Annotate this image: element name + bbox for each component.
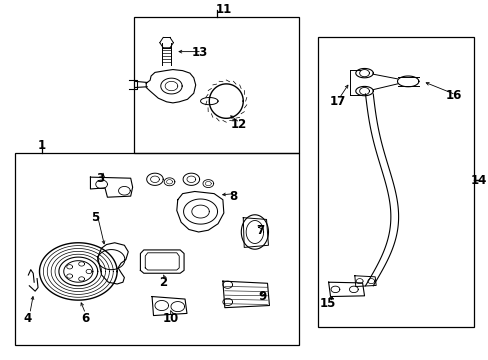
Text: 8: 8 <box>229 190 237 203</box>
Text: 4: 4 <box>23 311 31 325</box>
Text: 9: 9 <box>258 290 266 303</box>
Text: 7: 7 <box>256 224 264 237</box>
Text: 11: 11 <box>215 3 231 16</box>
Bar <box>15 153 299 345</box>
Text: 15: 15 <box>319 297 336 310</box>
Text: 14: 14 <box>469 174 486 186</box>
Text: 13: 13 <box>191 46 207 59</box>
Text: 1: 1 <box>38 139 46 152</box>
Text: 10: 10 <box>162 311 178 325</box>
Bar <box>134 17 299 153</box>
Text: 3: 3 <box>96 172 104 185</box>
Bar <box>318 37 473 327</box>
Text: 2: 2 <box>159 276 167 289</box>
Text: 5: 5 <box>91 211 99 224</box>
Text: 12: 12 <box>230 118 246 131</box>
Text: 17: 17 <box>329 95 346 108</box>
Text: 16: 16 <box>445 89 462 102</box>
Text: 6: 6 <box>81 311 89 325</box>
